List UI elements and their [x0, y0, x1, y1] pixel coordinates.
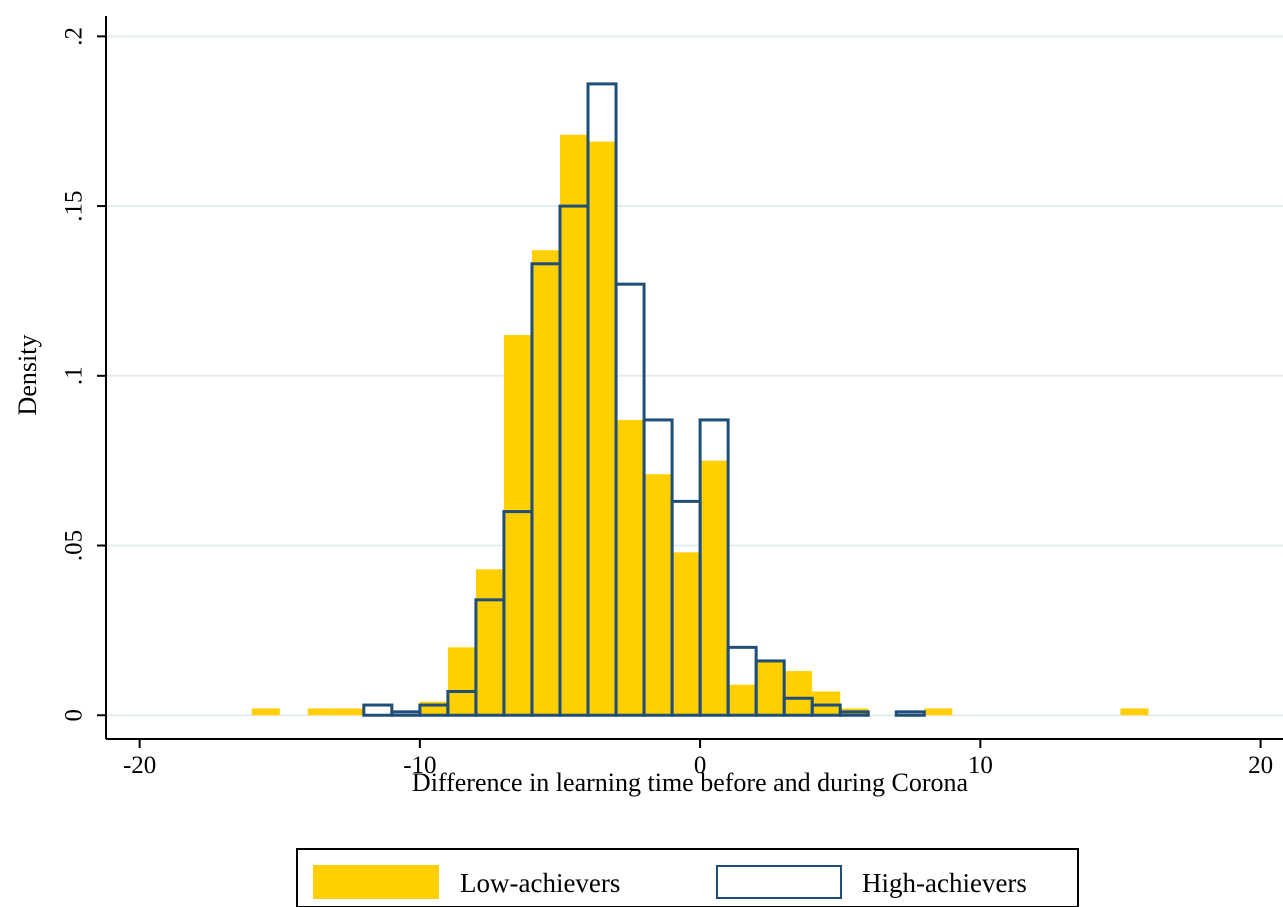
bar-low-achievers	[728, 685, 756, 716]
legend: Low-achievers High-achievers	[297, 849, 1078, 907]
y-tick-label: .05	[61, 530, 88, 561]
x-tick-label: 10	[968, 752, 993, 779]
high-achievers-bars	[364, 84, 924, 715]
y-tick-label: .2	[61, 27, 88, 46]
legend-swatch-low-achievers	[313, 865, 439, 899]
bar-low-achievers	[532, 250, 560, 715]
x-tick-label: 20	[1248, 752, 1273, 779]
bar-low-achievers	[700, 461, 728, 716]
bar-low-achievers	[560, 135, 588, 715]
bar-low-achievers	[308, 708, 336, 715]
bar-low-achievers	[644, 474, 672, 715]
x-axis-title: Difference in learning time before and d…	[412, 768, 969, 797]
bar-low-achievers	[784, 671, 812, 715]
y-tick-label: .1	[61, 366, 88, 385]
bar-low-achievers	[504, 335, 532, 715]
x-tick-label: -20	[123, 752, 156, 779]
bar-low-achievers	[448, 647, 476, 715]
y-tick-label: .15	[61, 190, 88, 221]
legend-label-low-achievers: Low-achievers	[460, 868, 620, 898]
bar-low-achievers	[476, 569, 504, 715]
bar-low-achievers	[672, 552, 700, 715]
bar-low-achievers	[924, 708, 952, 715]
bar-high-achievers	[896, 712, 924, 715]
bar-low-achievers	[812, 691, 840, 715]
y-axis-title: Density	[13, 335, 42, 416]
bar-low-achievers	[1120, 708, 1148, 715]
bar-high-achievers	[364, 705, 392, 715]
bar-low-achievers	[336, 708, 364, 715]
y-axis-ticks: 0 .05 .1 .15 .2	[61, 27, 107, 721]
bar-low-achievers	[616, 420, 644, 715]
bar-low-achievers	[588, 142, 616, 716]
bar-low-achievers	[756, 661, 784, 715]
bar-low-achievers	[252, 708, 280, 715]
legend-label-high-achievers: High-achievers	[862, 868, 1027, 898]
y-tick-label: 0	[61, 709, 88, 722]
bar-high-achievers	[392, 712, 420, 715]
